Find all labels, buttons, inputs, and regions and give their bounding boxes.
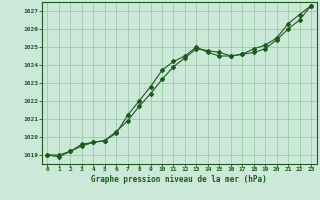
X-axis label: Graphe pression niveau de la mer (hPa): Graphe pression niveau de la mer (hPa) <box>91 175 267 184</box>
